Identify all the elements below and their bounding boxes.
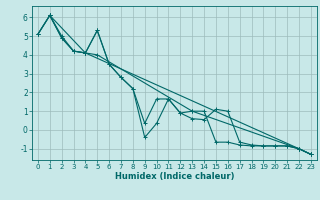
X-axis label: Humidex (Indice chaleur): Humidex (Indice chaleur) <box>115 172 234 181</box>
